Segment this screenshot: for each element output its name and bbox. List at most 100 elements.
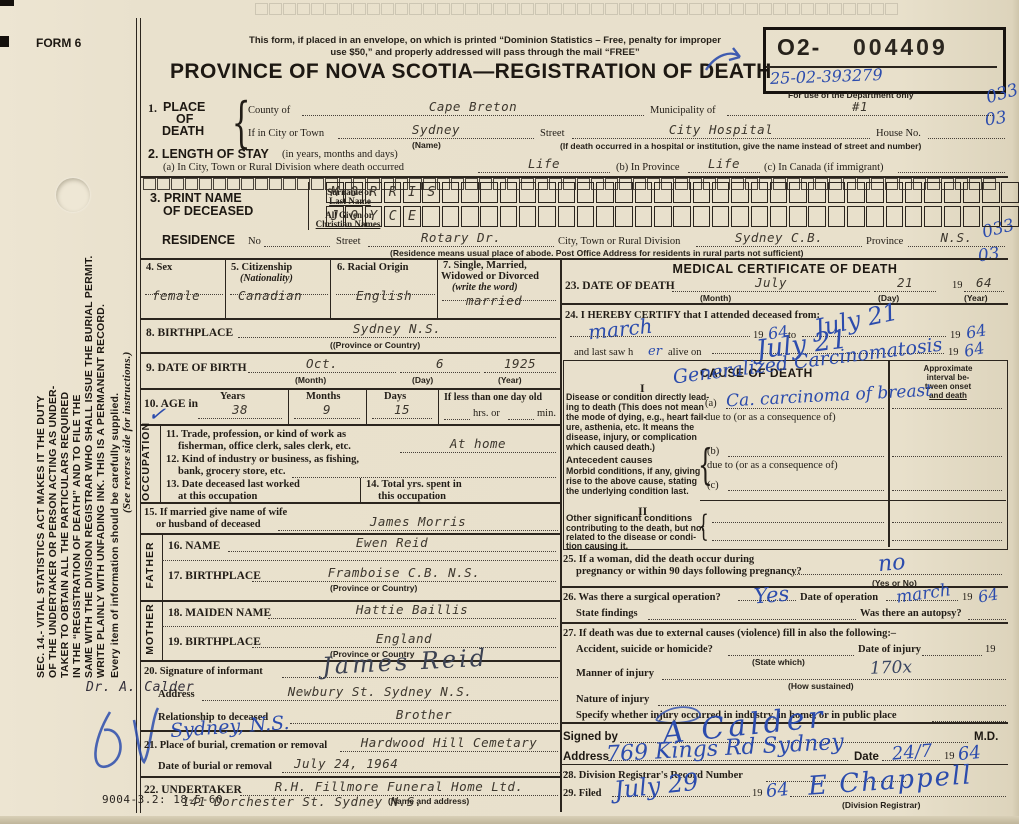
- total-years-label2: this occupation: [378, 491, 446, 502]
- operation-label: 26. Was there a surgical operation?: [563, 592, 721, 603]
- mother-birthplace-value: England: [252, 632, 556, 648]
- dotted-line: [728, 490, 884, 491]
- signed-date-value: 24/7: [891, 740, 934, 765]
- disease-desc: the mode of dying, e.g., heart fail-: [566, 412, 707, 422]
- dotted-line: [145, 294, 223, 295]
- pregnancy-answer: no: [876, 549, 907, 578]
- sidebar-line: WRITE PLAINLY WITH UNFADING INK. THIS IS…: [95, 303, 107, 678]
- dotted-line: [892, 522, 1002, 523]
- mother-group-label: MOTHER: [144, 603, 156, 655]
- days-label: Days: [384, 391, 407, 402]
- last-saw-label: and last saw h: [574, 347, 634, 358]
- punch-hole: [56, 598, 90, 632]
- row-rule: [140, 660, 560, 662]
- row-rule: [140, 318, 560, 320]
- last-worked-value: [268, 487, 356, 503]
- disease-desc: disease, injury, or complication: [566, 432, 697, 442]
- dotted-line: [728, 456, 884, 457]
- dotted-line: [712, 540, 884, 541]
- sidebar-line: TAKER TO OBTAIN ALL THE PARTICULARS REQU…: [59, 391, 71, 678]
- residence-city-value: Sydney C.B.: [696, 231, 862, 247]
- province-caption: (Province or Country: [330, 649, 415, 659]
- hrs-label: hrs. or: [473, 408, 500, 419]
- dotted-line: [230, 294, 328, 295]
- dotted-line: [608, 760, 848, 761]
- division-registrar-caption: (Division Registrar): [842, 800, 921, 810]
- dotted-line: [282, 662, 558, 678]
- page-title: PROVINCE OF NOVA SCOTIA—REGISTRATION OF …: [170, 60, 772, 83]
- stay-canada-value: [898, 157, 1005, 173]
- row-rule: [140, 776, 560, 778]
- cause-b-label: (b): [707, 446, 720, 457]
- dob-month-value: Oct.: [248, 357, 396, 373]
- cell-rule: [366, 388, 367, 424]
- manner-value: [662, 664, 1006, 680]
- dotted-line: [162, 560, 558, 561]
- dob-year-value: 1925: [484, 357, 556, 373]
- informant-address-label: Address: [158, 689, 195, 700]
- brace: {: [698, 440, 713, 489]
- residence-street-value: Rotary Dr.: [368, 231, 554, 247]
- month-caption: (Month): [700, 293, 732, 303]
- autopsy-value: [968, 604, 1006, 620]
- antecedent-desc: rise to the above cause, stating: [566, 476, 698, 486]
- print-code: 9004-3.2: 18-5-60: [102, 793, 224, 806]
- stamp-prefix: O2-: [777, 34, 822, 60]
- cause-a-label: (a): [705, 398, 717, 409]
- external-causes-label: 27. If death was due to external causes …: [563, 628, 897, 639]
- certify-label: 24. I HEREBY CERTIFY that I attended dec…: [565, 310, 821, 321]
- other-conditions-desc: related to the disease or condi-: [566, 532, 697, 542]
- undertaker-address-value: 141 Dorchester St. Sydney N.S.: [182, 794, 423, 809]
- last-worked-label: 13. Date deceased last worked: [166, 479, 300, 490]
- month-caption: (Month): [295, 375, 327, 385]
- given-caption: All Given or: [325, 210, 373, 220]
- death-day-value: 21: [874, 276, 936, 292]
- interval-column-rule: [888, 361, 890, 547]
- year-caption: (Year): [964, 293, 988, 303]
- total-years-value: [454, 487, 556, 503]
- father-name-value: Ewen Reid: [228, 536, 556, 552]
- given-caption: Christian Names: [315, 219, 381, 229]
- min-label: min.: [537, 408, 556, 419]
- punch-hole: [56, 178, 90, 212]
- cell-rule: [162, 533, 163, 600]
- year-prefix: 19: [950, 330, 961, 341]
- interval-header: tween onset: [924, 382, 972, 391]
- racial-origin-value: English: [356, 288, 413, 303]
- accident-value: [728, 640, 854, 656]
- specify-value: [932, 706, 1006, 722]
- undertaker-name-value: R.H. Fillmore Funeral Home Ltd.: [240, 780, 558, 796]
- injury-date-label: Date of injury: [858, 644, 921, 655]
- cell-rule: [288, 388, 289, 424]
- row-rule: [140, 730, 560, 732]
- year-prefix: 19: [952, 280, 963, 291]
- antecedent-desc: the underlying condition last.: [566, 486, 689, 496]
- specify-label: Specify whether injury occurred in indus…: [576, 710, 897, 721]
- dotted-line: [162, 626, 558, 627]
- province-caption: (Province or Country): [330, 583, 418, 593]
- informant-address-value: Newbury St. Sydney N.S.: [202, 685, 558, 701]
- trade-value: At home: [400, 437, 556, 453]
- interval-header: interval be-: [926, 373, 970, 382]
- spouse-label: 15. If married give name of wife: [144, 507, 288, 518]
- residence-no-label: No: [248, 236, 261, 247]
- residence-province-label: Province: [866, 236, 904, 247]
- death-year-value: 64: [964, 276, 1004, 292]
- residence-label: RESIDENCE: [162, 233, 235, 247]
- other-conditions-desc: tion causing it.: [566, 541, 629, 551]
- cell-rule: [330, 258, 331, 318]
- citizenship-sublabel: (Nationality): [240, 273, 293, 284]
- item2-label: 2. LENGTH OF STAY: [148, 147, 269, 161]
- dotted-line: [620, 742, 968, 743]
- dotted-line: [570, 336, 750, 337]
- year-prefix: 19: [944, 751, 955, 762]
- death-month-value: July: [672, 276, 870, 292]
- nature-label: Nature of injury: [576, 694, 650, 705]
- maiden-name-label: 18. MAIDEN NAME: [168, 607, 272, 619]
- manner-label: Manner of injury: [576, 668, 654, 679]
- row-rule: [140, 352, 560, 354]
- dotted-line: [612, 796, 750, 797]
- item1-label: PLACE: [163, 100, 206, 114]
